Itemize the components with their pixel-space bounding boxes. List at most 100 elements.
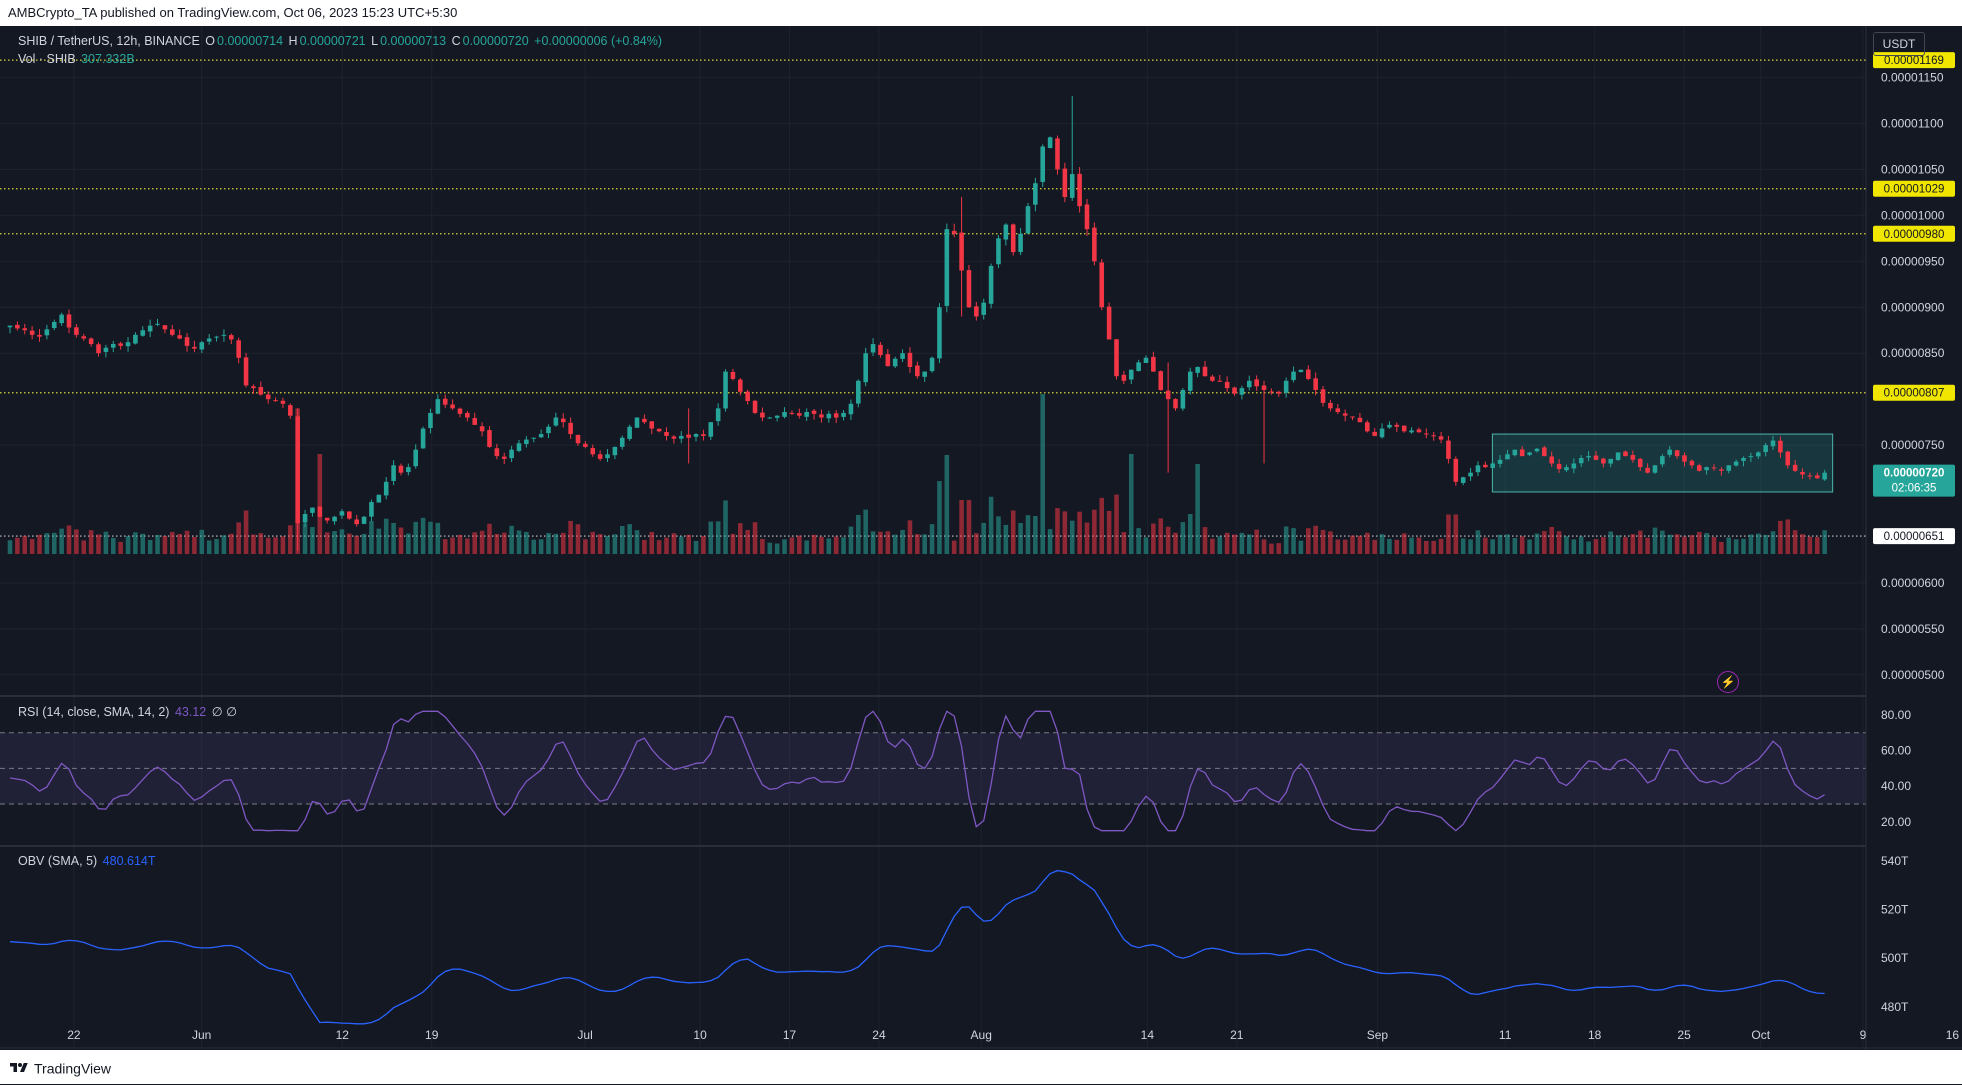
candle: [1305, 369, 1311, 379]
candle: [302, 514, 308, 523]
candle: [155, 323, 160, 325]
volume-bar: [1313, 525, 1318, 554]
candle: [612, 446, 618, 456]
x-tick-label: 16: [1946, 1028, 1960, 1042]
candle: [959, 232, 964, 271]
obv-line: [9, 869, 1825, 1025]
volume-bar: [1232, 534, 1237, 554]
volume-bar: [1202, 527, 1208, 554]
volume-bar: [221, 535, 227, 554]
candle: [118, 343, 123, 346]
volume-bar: [1468, 539, 1473, 554]
candle: [664, 432, 669, 436]
volume-bar: [1615, 535, 1621, 554]
candle: [951, 230, 957, 234]
candle: [730, 371, 736, 379]
volume-bar: [575, 524, 581, 554]
candle: [642, 418, 647, 423]
rsi-label[interactable]: RSI (14, close, SMA, 14, 2): [18, 705, 170, 719]
price-tick-label: 0.00000850: [1881, 346, 1945, 360]
volume-bar: [597, 534, 603, 554]
volume-bar: [59, 528, 64, 554]
volume-bar: [1446, 514, 1451, 554]
candle: [1040, 146, 1046, 182]
candle: [1438, 436, 1444, 440]
volume-bar: [1040, 394, 1046, 554]
obv-tick-label: 500T: [1881, 951, 1909, 965]
candle: [265, 394, 271, 400]
volume-bar: [1601, 537, 1606, 554]
volume-legend: Vol · SHIB 307.332B: [18, 52, 137, 66]
candle: [1733, 461, 1739, 466]
candle: [1778, 440, 1783, 453]
volume-bar: [804, 540, 809, 554]
volume-label[interactable]: Vol · SHIB: [18, 52, 76, 66]
candle: [37, 334, 42, 337]
candle: [96, 344, 101, 354]
volume-bar: [723, 500, 728, 554]
candle: [944, 229, 950, 306]
volume-bar: [413, 521, 419, 554]
brand-name: TradingView: [34, 1060, 112, 1077]
candle: [531, 437, 537, 439]
candle: [347, 511, 352, 519]
volume-bar: [398, 527, 404, 554]
volume-bar: [1084, 522, 1090, 554]
volume-bar: [273, 537, 278, 554]
candle: [524, 439, 529, 445]
candle: [605, 454, 610, 459]
volume-bar: [664, 537, 669, 554]
chart-canvas[interactable]: 0.00001150 0.00001100 0.00001050 0.00001000…: [0, 26, 1962, 1050]
volume-bar: [1763, 534, 1768, 554]
volume-bar: [162, 535, 168, 554]
volume-bar: [302, 523, 308, 554]
candle: [7, 325, 13, 328]
volume-bar: [1195, 464, 1200, 554]
volume-bar: [605, 535, 610, 554]
candle: [1763, 445, 1768, 453]
candle: [1615, 452, 1621, 460]
candle: [243, 357, 249, 386]
volume-bar: [1512, 537, 1518, 554]
volume-bar: [1121, 532, 1127, 554]
candle: [966, 270, 972, 308]
lightning-icon[interactable]: ⚡: [1717, 671, 1739, 693]
price-tick-label: 0.00001000: [1881, 208, 1945, 222]
candle: [1143, 357, 1149, 363]
volume-bar: [140, 533, 146, 554]
candle: [1269, 391, 1274, 393]
obv-label[interactable]: OBV (SMA, 5): [18, 854, 98, 868]
candle: [1099, 262, 1105, 308]
price-tick-label: 0.00001100: [1881, 117, 1944, 131]
candle: [590, 448, 596, 455]
volume-bar: [1305, 528, 1311, 554]
candle: [1593, 455, 1599, 460]
candle: [420, 428, 426, 449]
candle: [1365, 422, 1370, 432]
candle: [1446, 440, 1451, 459]
candle: [649, 421, 655, 429]
volume-bar: [1460, 538, 1466, 554]
candle: [1210, 376, 1215, 381]
volume-bar: [937, 481, 942, 554]
candle: [1416, 429, 1422, 433]
price-tick-label: 0.00001050: [1881, 162, 1945, 176]
volume-bar: [1379, 534, 1385, 554]
volume-bar: [184, 530, 190, 554]
candle: [1586, 456, 1591, 458]
candle: [1173, 398, 1178, 409]
candle: [169, 329, 175, 335]
candle: [1246, 380, 1252, 388]
volume-bar: [752, 522, 758, 554]
candle: [1409, 430, 1414, 433]
volume-bar: [1800, 534, 1805, 554]
volume-bar: [391, 522, 396, 554]
volume-bar: [922, 534, 927, 554]
candle: [288, 405, 293, 416]
candle: [516, 443, 522, 451]
candle: [1165, 390, 1171, 400]
symbol-label[interactable]: SHIB / TetherUS, 12h, BINANCE: [18, 34, 200, 48]
volume-bar: [1069, 520, 1075, 554]
currency-button[interactable]: USDT: [1873, 32, 1925, 56]
candle: [1217, 380, 1223, 382]
